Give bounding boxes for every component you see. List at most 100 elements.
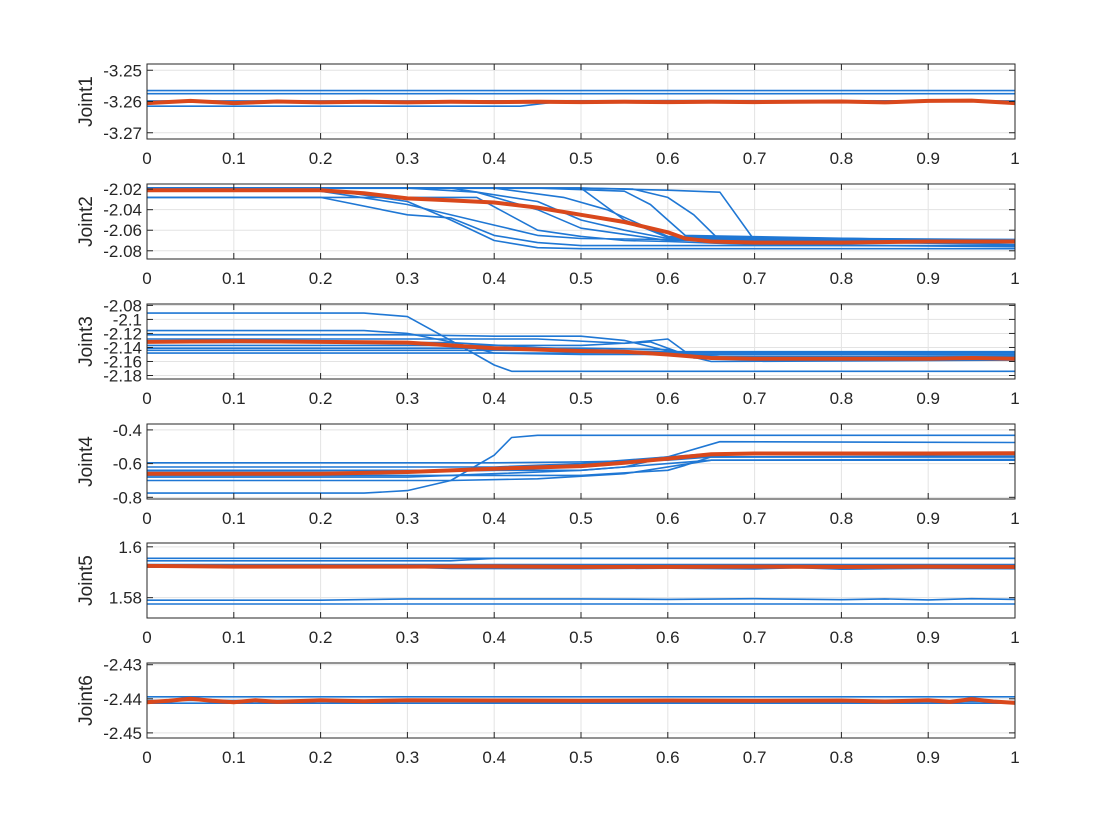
x-tick-label: 0.2 [309,269,333,288]
x-tick-label: 0.7 [743,389,767,408]
y-tick-label: -2.18 [103,366,142,385]
x-tick-label: 0.8 [830,149,854,168]
demo-line-2 [147,557,1015,562]
series-group [147,89,1015,107]
y-tick-label: -2.06 [103,221,142,240]
x-tick-label: 0.4 [482,748,506,767]
x-tick-label: 0.3 [396,149,420,168]
x-tick-label: 0 [142,509,151,528]
y-tick-label: -2.16 [103,352,142,371]
y-tick-label: -2.44 [103,690,142,709]
y-tick-label: -0.4 [113,421,142,440]
x-tick-label: 0.6 [656,389,680,408]
demo-line-5 [147,597,1015,602]
x-tick-label: 0.8 [830,628,854,647]
series-group [147,557,1015,605]
mean-line [147,696,1015,705]
demo-line-1 [147,312,1015,373]
x-tick-label: 0.6 [656,149,680,168]
x-tick-label: 0.9 [916,748,940,767]
x-tick-label: 1 [1010,628,1019,647]
y-tick-label: 1.58 [109,589,142,608]
x-tick-label: 0.5 [569,628,593,647]
y-tick-label: -3.27 [103,124,142,143]
x-tick-label: 0.3 [396,748,420,767]
mean-line [147,98,1015,106]
demo-line-2 [147,196,1015,247]
mean-line [147,339,1015,361]
x-tick-label: 0.9 [916,149,940,168]
x-tick-label: 0.1 [222,269,246,288]
y-tick-label: -2.08 [103,296,142,315]
x-tick-label: 0.1 [222,628,246,647]
x-tick-label: 1 [1010,748,1019,767]
x-tick-label: 0.8 [830,748,854,767]
subplot-joint3: 0 0.1 0.2 0.3 0.4 0.5 0.6 0.7 0.8 0.9 1-2.08-2.1-2… [76,296,1020,408]
demo-line-1 [147,190,1015,241]
x-tick-label: 0.7 [743,149,767,168]
x-tick-label: 1 [1010,389,1019,408]
x-tick-label: 0.2 [309,748,333,767]
x-tick-label: 0.5 [569,748,593,767]
x-tick-label: 0.3 [396,628,420,647]
y-tick-label: -2.12 [103,324,142,343]
x-tick-label: 0.9 [916,509,940,528]
y-tick-label: -2.43 [103,656,142,675]
x-tick-label: 0.4 [482,269,506,288]
x-tick-label: 0.5 [569,389,593,408]
x-tick-label: 0.7 [743,269,767,288]
subplot-joint6: 0 0.1 0.2 0.3 0.4 0.5 0.6 0.7 0.8 0.9 1 -2.43 -2.44 -… [76,656,1020,767]
series-group [147,434,1015,494]
x-tick-label: 0.9 [916,269,940,288]
mean-line [147,188,1015,245]
x-tick-label: 0.7 [743,628,767,647]
y-axis-label: Joint6 [76,675,97,726]
x-tick-label: 0 [142,748,151,767]
x-tick-label: 0.3 [396,269,420,288]
y-tick-label: -2.14 [103,338,142,357]
subplot-joint5: 0 0.1 0.2 0.3 0.4 0.5 0.6 0.7 0.8 0.9 1 1.6 1.58 Join… [76,538,1020,647]
x-tick-label: 0.9 [916,628,940,647]
x-tick-label: 0.8 [830,509,854,528]
x-tick-label: 0.1 [222,748,246,767]
x-tick-label: 0.2 [309,509,333,528]
x-tick-label: 1 [1010,509,1019,528]
mean-line [147,451,1015,476]
x-tick-label: 0.2 [309,389,333,408]
x-tick-label: 0.6 [656,628,680,647]
y-axis-label: Joint4 [76,436,97,487]
y-axis-label: Joint3 [76,316,97,367]
series-group [147,312,1015,373]
mean-line [147,563,1015,569]
x-tick-label: 0.1 [222,509,246,528]
x-tick-label: 0.6 [656,748,680,767]
series-group [147,695,1015,705]
y-tick-label: -0.6 [113,455,142,474]
x-tick-label: 0.7 [743,509,767,528]
y-tick-label: 1.6 [118,538,142,557]
x-tick-label: 1 [1010,149,1019,168]
y-tick-label: -0.8 [113,488,142,507]
y-tick-label: -2.45 [103,724,142,743]
y-tick-label: -2.1 [113,310,142,329]
x-tick-label: 0.6 [656,509,680,528]
x-tick-label: 0.6 [656,269,680,288]
y-tick-label: -2.02 [103,180,142,199]
x-tick-label: 0 [142,389,151,408]
y-axis-label: Joint1 [76,76,97,127]
x-tick-label: 0 [142,149,151,168]
subplot-joint2: 0 0.1 0.2 0.3 0.4 0.5 0.6 0.7 0.8 0.9 1-2.02-2.04-… [76,180,1020,288]
x-tick-label: 0.5 [569,509,593,528]
y-tick-label: -2.04 [103,201,142,220]
x-tick-label: 0.4 [482,149,506,168]
x-tick-label: 0.9 [916,389,940,408]
y-tick-label: -2.08 [103,242,142,261]
x-tick-label: 0.7 [743,748,767,767]
y-tick-label: -3.26 [103,93,142,112]
x-tick-label: 0.4 [482,628,506,647]
subplot-joint4: 0 0.1 0.2 0.3 0.4 0.5 0.6 0.7 0.8 0.9 1 -0.4 -0.6 -0.… [76,421,1020,528]
x-tick-label: 0.4 [482,509,506,528]
y-axis-label: Joint5 [76,555,97,606]
x-tick-label: 0.3 [396,509,420,528]
